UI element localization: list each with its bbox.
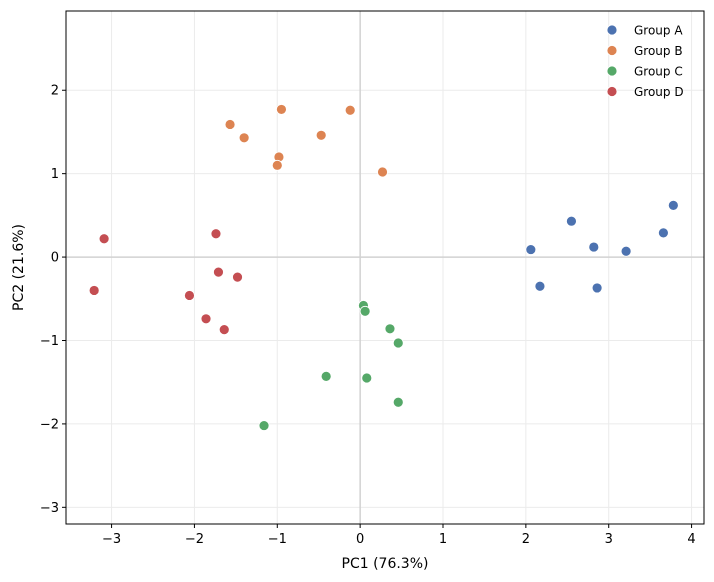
data-point-group-a	[658, 227, 669, 239]
data-point-group-b	[224, 119, 236, 130]
data-point-group-b	[377, 166, 388, 178]
data-point-group-c	[361, 372, 373, 384]
y-tick-label: −1	[40, 334, 59, 349]
y-tick-label: −2	[40, 417, 59, 432]
data-point-group-a	[591, 282, 603, 294]
data-point-group-a	[525, 244, 537, 255]
data-point-group-c	[359, 305, 371, 317]
x-tick-label: 3	[605, 532, 613, 547]
x-tick-label: 2	[522, 532, 530, 547]
legend-label: Group D	[634, 85, 684, 99]
x-tick-label: 1	[439, 532, 447, 547]
legend-marker	[606, 86, 618, 97]
data-point-group-c	[392, 337, 404, 349]
y-tick-label: −3	[40, 501, 59, 516]
y-axis-ticks: −3 −2 −1 0 1 2	[40, 84, 66, 516]
data-point-group-a	[620, 245, 632, 257]
data-point-group-b	[271, 159, 283, 171]
legend-marker	[606, 65, 618, 77]
x-axis-label: PC1 (76.3%)	[342, 556, 429, 572]
data-point-group-c	[258, 420, 270, 431]
legend-marker	[606, 24, 618, 36]
data-point-group-d	[210, 228, 222, 240]
legend-label: Group A	[634, 24, 683, 38]
data-points	[88, 104, 679, 431]
data-point-group-d	[184, 290, 195, 301]
y-tick-label: 1	[51, 167, 59, 182]
data-point-group-d	[98, 233, 110, 245]
data-point-group-a	[588, 241, 600, 253]
x-tick-label: 4	[687, 532, 695, 547]
x-tick-label: −1	[268, 532, 287, 547]
y-tick-label: 0	[51, 251, 59, 266]
data-point-group-a	[534, 280, 546, 292]
legend-marker	[606, 45, 618, 56]
data-point-group-d	[200, 313, 212, 325]
y-axis-label: PC2 (21.6%)	[11, 224, 27, 311]
data-point-group-b	[344, 104, 356, 116]
data-point-group-b	[315, 129, 327, 141]
plot-frame	[65, 10, 705, 525]
x-tick-label: 0	[356, 532, 364, 547]
data-point-group-b	[238, 132, 250, 144]
y-tick-label: 2	[51, 84, 59, 99]
data-point-group-c	[320, 370, 332, 382]
legend: Group A Group B Group C Group D	[606, 24, 684, 99]
data-point-group-a	[667, 199, 679, 211]
data-point-group-b	[276, 104, 287, 115]
data-point-group-c	[392, 396, 404, 408]
data-point-group-d	[232, 271, 243, 283]
x-axis-ticks: −3 −2 −1 0 1 2 3 4	[102, 524, 696, 547]
legend-label: Group C	[634, 65, 683, 79]
legend-label: Group B	[634, 44, 683, 58]
data-point-group-c	[384, 323, 396, 335]
data-point-group-a	[566, 215, 577, 227]
data-point-group-d	[88, 285, 100, 296]
data-point-group-d	[213, 266, 224, 278]
x-tick-label: −2	[185, 532, 204, 547]
x-tick-label: −3	[102, 532, 121, 547]
zero-lines	[66, 11, 704, 524]
data-point-group-d	[218, 324, 230, 336]
